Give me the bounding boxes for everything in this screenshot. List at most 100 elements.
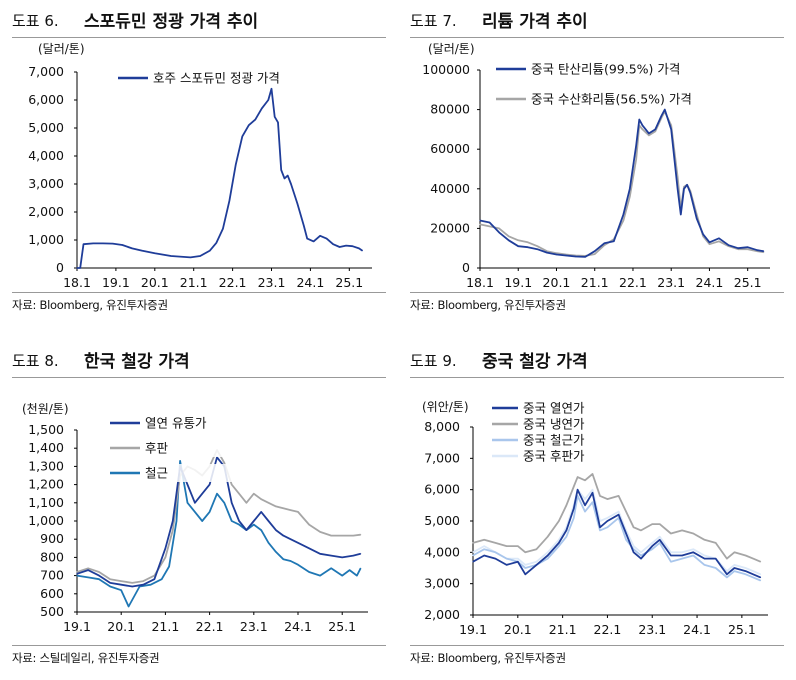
chart-panel-9: 도표 9. 중국 철강 가격 (위안/톤) 2,000 3,000 4,000 5,0… xyxy=(398,340,796,680)
data-point xyxy=(282,507,284,509)
data-point xyxy=(661,114,663,117)
data-point xyxy=(670,532,672,535)
data-point xyxy=(508,235,510,237)
data-point xyxy=(282,535,284,537)
data-point xyxy=(633,551,635,553)
data-point xyxy=(555,253,558,256)
data-point xyxy=(702,233,704,235)
data-point xyxy=(625,532,627,535)
y-tick-label: 3,000 xyxy=(28,176,64,191)
legend-label: 중국 열연가 xyxy=(523,401,585,416)
data-point xyxy=(756,249,758,251)
data-point xyxy=(267,99,269,101)
data-point xyxy=(584,511,586,513)
data-point xyxy=(625,539,627,541)
legend-backdrop xyxy=(490,399,716,417)
x-tick-label: 25.1 xyxy=(728,622,756,637)
data-point xyxy=(150,584,152,586)
series-line xyxy=(472,495,761,582)
data-point xyxy=(547,536,549,538)
data-point xyxy=(577,489,579,491)
data-point xyxy=(76,575,78,577)
y-tick-label: 0 xyxy=(462,260,470,275)
data-point xyxy=(194,511,196,513)
data-point xyxy=(565,254,567,257)
chart-title: 중국 철강 가격 xyxy=(482,352,588,372)
data-point xyxy=(290,183,292,185)
data-point xyxy=(498,231,500,233)
x-tick-label: 23.1 xyxy=(240,619,268,634)
source-note: 자료: Bloomberg, 유진투자증권 xyxy=(12,298,168,312)
y-tick-label: 1,000 xyxy=(28,513,64,528)
x-tick-label: 23.1 xyxy=(258,275,286,290)
source-divider xyxy=(410,292,784,293)
data-point xyxy=(351,245,354,247)
data-point xyxy=(718,240,720,242)
figure-number: 도표 8. xyxy=(12,352,59,370)
data-point xyxy=(223,502,225,504)
data-point xyxy=(651,523,653,525)
data-point xyxy=(277,121,279,123)
data-point xyxy=(498,227,500,229)
data-point xyxy=(536,248,538,250)
data-point xyxy=(161,578,163,580)
header-divider xyxy=(410,377,784,378)
data-point xyxy=(98,571,100,573)
data-point xyxy=(677,176,679,178)
data-point xyxy=(651,545,653,547)
data-point xyxy=(253,520,255,522)
data-point xyxy=(360,553,362,555)
x-tick-label: 18.1 xyxy=(63,275,91,290)
data-point xyxy=(313,240,315,242)
data-point xyxy=(558,545,560,547)
data-point xyxy=(527,246,529,248)
header-divider xyxy=(12,377,386,378)
data-point xyxy=(472,561,474,563)
x-tick-label: 25.1 xyxy=(734,275,762,290)
y-tick-label: 7,000 xyxy=(424,450,460,465)
data-point xyxy=(141,250,143,252)
data-point xyxy=(683,188,685,190)
data-point xyxy=(659,539,661,541)
data-point xyxy=(131,582,133,584)
data-point xyxy=(215,242,217,244)
data-point xyxy=(573,517,575,519)
data-point xyxy=(231,520,233,522)
data-point xyxy=(640,558,642,560)
chart-plot: 0 1,000 2,000 3,000 4,000 5,000 6,000 7,000 18.1… xyxy=(28,64,372,290)
data-point xyxy=(319,553,321,555)
y-tick-label: 1,400 xyxy=(28,440,64,455)
data-point xyxy=(618,514,620,516)
y-tick-label: 3,000 xyxy=(424,576,460,591)
data-point xyxy=(696,217,698,220)
y-tick-label: 700 xyxy=(40,568,64,583)
data-point xyxy=(235,163,237,165)
data-point xyxy=(565,504,567,506)
data-point xyxy=(692,554,694,557)
data-point xyxy=(733,551,735,553)
data-point xyxy=(109,585,111,588)
data-point xyxy=(670,128,672,130)
header-divider xyxy=(410,37,784,38)
data-point xyxy=(546,252,548,254)
data-point xyxy=(308,571,310,573)
series-line xyxy=(479,110,764,257)
data-point xyxy=(308,547,310,549)
data-point xyxy=(131,585,133,588)
data-point xyxy=(575,255,577,258)
data-point xyxy=(290,538,292,540)
y-tick-label: 40000 xyxy=(430,181,470,196)
data-point xyxy=(332,243,334,245)
data-point xyxy=(112,243,114,245)
x-tick-label: 24.1 xyxy=(683,622,711,637)
data-point xyxy=(677,188,679,190)
series-line xyxy=(472,488,761,579)
source-note: 자료: Bloomberg, 유진투자증권 xyxy=(410,651,566,665)
data-point xyxy=(654,130,656,132)
data-point xyxy=(728,244,730,246)
data-point xyxy=(319,235,321,237)
data-point xyxy=(352,555,354,557)
data-point xyxy=(718,237,720,239)
y-tick-label: 4,000 xyxy=(424,544,460,559)
data-point xyxy=(591,489,594,491)
